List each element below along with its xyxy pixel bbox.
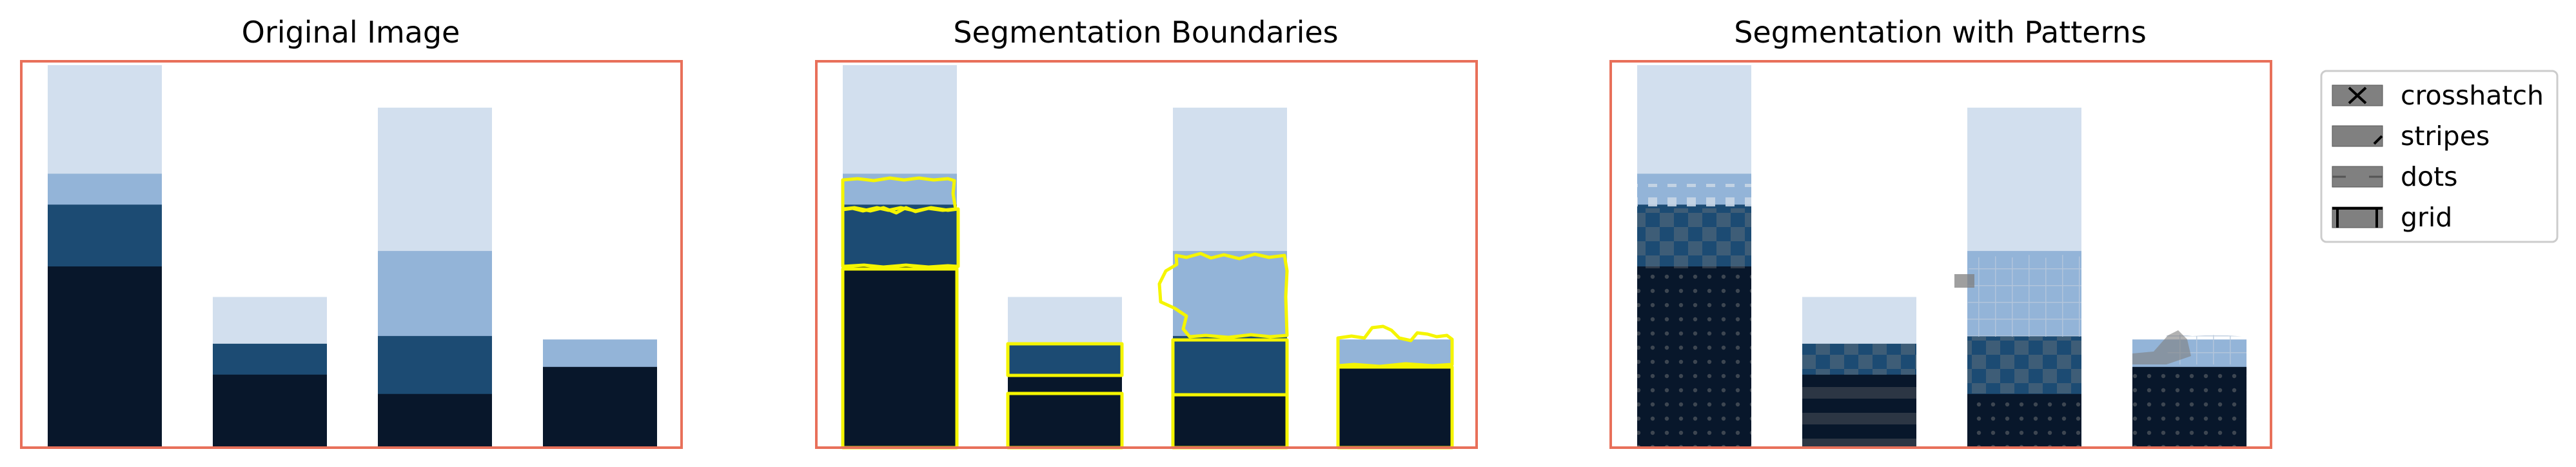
bar-segment — [48, 204, 162, 267]
bar-segment — [543, 339, 657, 367]
legend-swatch — [2332, 125, 2383, 147]
legend-frame — [2320, 70, 2559, 243]
panel-title: Segmentation with Patterns — [1734, 15, 2147, 50]
pattern-region — [1954, 274, 1974, 288]
pattern-region — [1965, 254, 2081, 337]
bar-segment — [1338, 339, 1452, 367]
bar-segment — [378, 393, 492, 448]
bar-segment — [213, 343, 327, 375]
bar-segment — [1173, 250, 1287, 336]
panel-segmentation-with-patterns: Segmentation with Patterns — [1609, 15, 2272, 449]
legend-swatch — [2332, 206, 2383, 228]
pattern-region — [2132, 364, 2247, 448]
crosshatch-icon — [2348, 86, 2367, 104]
bar-segment — [843, 266, 957, 448]
bar-segment — [1008, 343, 1122, 375]
legend-label: grid — [2401, 202, 2452, 233]
panel-title: Original Image — [242, 15, 460, 50]
legend-label: crosshatch — [2401, 80, 2544, 111]
bar-segment — [1008, 297, 1122, 344]
grid-icon — [2332, 207, 2383, 228]
bar-segment — [1173, 335, 1287, 394]
bar-segment — [213, 374, 327, 448]
bar-segment — [1338, 366, 1452, 448]
bar-segment — [1637, 65, 1751, 174]
bar-segment — [1802, 297, 1916, 344]
pattern-overlay — [1637, 184, 2247, 448]
segment-boundary — [841, 176, 958, 215]
legend-entry: stripes — [2332, 121, 2490, 152]
stripes-icon — [2373, 135, 2383, 145]
bar-segment — [378, 107, 492, 252]
panel-original-image: Original Image — [20, 15, 683, 449]
pattern-region — [1967, 337, 2081, 393]
pattern-region — [1637, 268, 1751, 448]
bar-segment — [1008, 374, 1122, 448]
bar-segment — [1967, 107, 2081, 252]
plot-frame — [20, 60, 683, 449]
pattern-region — [1637, 208, 1751, 268]
pattern-region — [1802, 344, 1916, 375]
bar-segment — [843, 65, 957, 174]
pattern-region — [1637, 184, 1751, 208]
bar-segment — [48, 266, 162, 448]
pattern-region — [2132, 330, 2191, 364]
legend-entry: grid — [2332, 202, 2452, 233]
bar-segment — [1173, 107, 1287, 252]
plot-area — [843, 65, 1452, 448]
legend-entry: dots — [2332, 161, 2458, 192]
bar-segment — [213, 297, 327, 344]
bar-segment — [543, 366, 657, 448]
plot-frame — [815, 60, 1478, 449]
panel-segmentation-boundaries: Segmentation Boundaries — [815, 15, 1478, 450]
segment-boundary — [1157, 252, 1289, 339]
bar-segment — [48, 173, 162, 205]
plot-area — [48, 65, 657, 448]
bar-segment — [378, 250, 492, 336]
bar-segment — [843, 204, 957, 267]
panel-title: Segmentation Boundaries — [953, 15, 1338, 50]
bar-segment — [48, 65, 162, 174]
segment-boundary — [1336, 324, 1454, 368]
legend-entry: crosshatch — [2332, 80, 2544, 111]
plot-frame — [1609, 60, 2272, 449]
pattern-region — [1967, 393, 2081, 448]
legend-label: dots — [2401, 161, 2458, 192]
legend-label: stripes — [2401, 121, 2490, 152]
segment-boundary — [1006, 342, 1124, 377]
bar-segment — [378, 335, 492, 394]
bar-segment — [1173, 393, 1287, 448]
legend: crosshatch stripes dots grid — [2320, 70, 2559, 243]
pattern-region — [1802, 375, 1916, 448]
